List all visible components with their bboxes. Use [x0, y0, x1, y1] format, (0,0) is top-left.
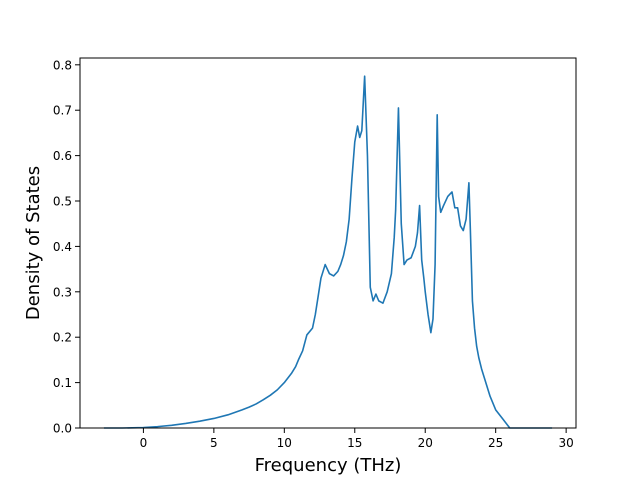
y-tick-label: 0.2 — [53, 331, 72, 345]
x-tick-label: 0 — [140, 436, 148, 450]
y-tick-label: 0.5 — [53, 195, 72, 209]
y-tick-label: 0.0 — [53, 422, 72, 436]
y-tick-label: 0.6 — [53, 149, 72, 163]
y-tick-label: 0.3 — [53, 285, 72, 299]
y-tick-label: 0.4 — [53, 240, 72, 254]
plot-area — [80, 58, 576, 428]
y-tick-label: 0.8 — [53, 58, 72, 72]
x-tick-label: 30 — [558, 436, 573, 450]
x-tick-label: 25 — [488, 436, 503, 450]
x-tick-label: 15 — [347, 436, 362, 450]
x-tick-label: 5 — [210, 436, 218, 450]
y-tick-label: 0.1 — [53, 376, 72, 390]
y-tick-label: 0.7 — [53, 104, 72, 118]
x-tick-label: 20 — [418, 436, 433, 450]
x-axis-label: Frequency (THz) — [255, 455, 402, 476]
x-tick-label: 10 — [277, 436, 292, 450]
y-axis-label: Density of States — [23, 166, 44, 320]
